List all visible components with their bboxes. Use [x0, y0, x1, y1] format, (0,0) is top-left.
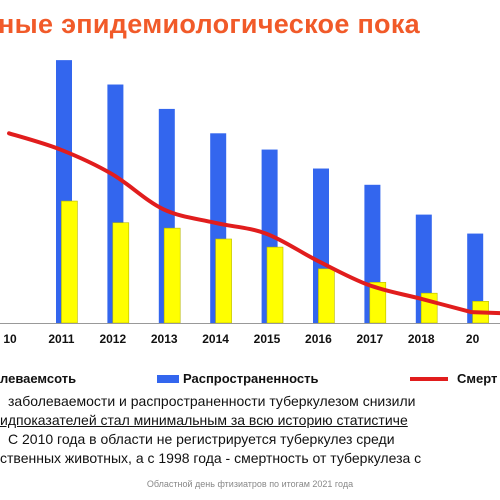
prevalence-bar [467, 233, 484, 323]
x-tick-label: 2017 [356, 332, 383, 346]
body-line: заболеваемости и распространенности тубе… [8, 393, 416, 409]
x-tick-label: 2015 [254, 332, 281, 346]
slide-title: ные эпидемиологическое пока [0, 9, 420, 39]
x-tick-label: 10 [3, 332, 17, 346]
legend-prevalence-label: Распространенность [183, 371, 319, 386]
legend-incidence-label: леваемсоть [0, 371, 77, 386]
incidence-bar [163, 227, 181, 324]
incidence-bar [215, 238, 232, 324]
x-tick-label: 2011 [48, 332, 74, 346]
incidence-bar [266, 246, 284, 324]
legend-mortality-swatch [410, 377, 448, 381]
x-tick-label: 2012 [99, 332, 126, 346]
legend-prevalence: Распространенность [157, 371, 357, 387]
x-tick-label: 2013 [151, 332, 178, 346]
slide-footer: Областной день фтизиатров по итогам 2021… [146, 479, 354, 489]
body-line: ственных животных, а с 1998 года - смерт… [0, 450, 422, 466]
body-line: идпоказателей стал минимальным за всю ис… [0, 412, 408, 428]
legend-mortality: Смерт [410, 371, 500, 387]
x-tick-label: 2014 [202, 332, 229, 346]
incidence-bar [61, 200, 78, 324]
incidence-bar [112, 222, 130, 324]
incidence-bar [318, 268, 335, 324]
x-tick-label: 2018 [408, 332, 435, 346]
x-tick-label: 20 [466, 332, 480, 346]
legend-prevalence-swatch [157, 375, 179, 383]
legend-mortality-label: Смерт [457, 371, 498, 386]
body-line: С 2010 года в области не регистрируется … [8, 431, 395, 447]
x-tick-label: 2016 [305, 332, 332, 346]
tb-indicators-chart: 10 2011 2012 2013 2014 2015 2016 2017 2018 20 [0, 60, 500, 346]
mortality-line [7, 131, 500, 316]
